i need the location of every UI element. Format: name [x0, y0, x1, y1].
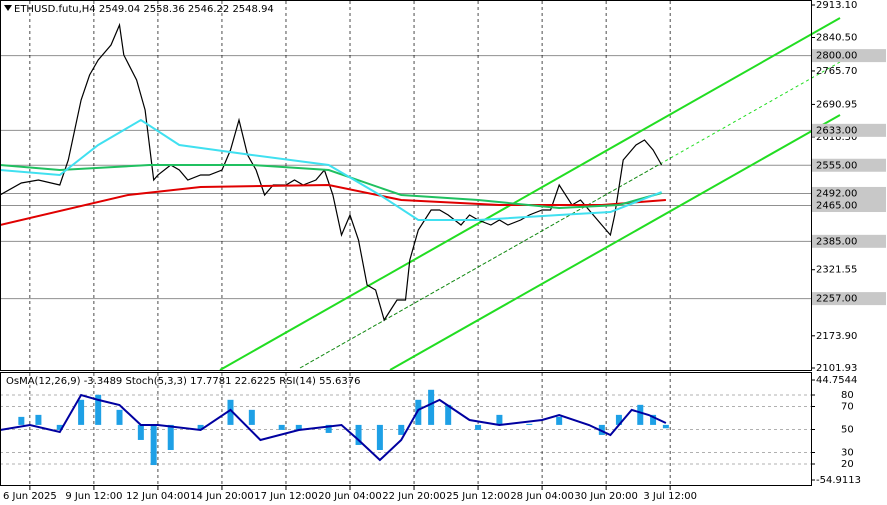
axes-layer: 2913.10 2840.50 2765.70 2690.95 2618.30 2321.… [3, 0, 886, 502]
y-tick-label: 2101.93 [816, 363, 857, 374]
series-line [0, 22, 663, 322]
channel-mid-extension [659, 61, 841, 165]
histogram-bar [496, 414, 503, 425]
histogram-bar [150, 424, 157, 466]
histogram-bar [18, 416, 25, 425]
level-label: 2492.00 [816, 188, 857, 199]
level-label: 2257.00 [816, 294, 857, 305]
trend-channel [219, 17, 841, 371]
level-label-box [812, 186, 886, 200]
histogram-bar [355, 424, 362, 445]
histogram-bar [615, 414, 622, 425]
level-label: 2555.00 [816, 160, 857, 171]
histogram-bar [325, 424, 332, 433]
x-tick-label: 12 Jun 04:00 [126, 491, 190, 502]
level-label-box [812, 123, 886, 137]
series-line [0, 393, 667, 462]
y-tick-label: -54.9113 [816, 475, 861, 486]
y-tick-label: 2765.70 [816, 66, 857, 77]
channel-lower [389, 114, 841, 371]
histogram-bar [445, 404, 452, 425]
level-label: 2800.00 [816, 51, 857, 62]
y2-tick-label: 20 [841, 459, 854, 470]
histogram-bar [197, 424, 204, 430]
x-tick-label: 14 Jun 20:00 [190, 491, 254, 502]
y-tick-label: 2321.55 [816, 265, 857, 276]
y2-tick-label: 50 [841, 425, 854, 436]
level-label: 2633.00 [816, 125, 857, 136]
price-panel-frame [0, 0, 812, 371]
series-line [0, 164, 662, 210]
histogram-bar [78, 399, 85, 425]
y-tick-label: 2690.95 [816, 99, 857, 110]
x-tick-label: 30 Jun 20:00 [574, 491, 638, 502]
level-label: 2385.00 [816, 236, 857, 247]
x-tick-label: 17 Jun 12:00 [254, 491, 318, 502]
y-tick-label: 2913.10 [816, 0, 857, 11]
series-line [0, 118, 662, 221]
level-label-box [812, 49, 886, 63]
x-tick-label: 6 Jun 2025 [3, 491, 57, 502]
y2-tick-label: 30 [841, 448, 854, 459]
level-label-box [812, 234, 886, 248]
level-label-box [812, 199, 886, 213]
x-tick-label: 9 Jun 12:00 [65, 491, 122, 502]
marks-layer [0, 22, 669, 466]
histogram-bar [295, 424, 302, 430]
x-tick-label: 3 Jul 12:00 [643, 491, 697, 502]
histogram-bar [248, 409, 255, 425]
histogram-bar [35, 414, 42, 425]
level-label: 2465.00 [816, 201, 857, 212]
x-tick-label: 25 Jun 12:00 [446, 491, 510, 502]
y-tick-label: 2173.90 [816, 331, 857, 342]
histogram-bar [526, 423, 533, 425]
y-tick-label: 44.7544 [816, 375, 857, 386]
histogram-bar [95, 394, 102, 425]
x-tick-label: 28 Jun 04:00 [510, 491, 574, 502]
y2-tick-label: 70 [841, 402, 854, 413]
channel-upper [219, 17, 841, 371]
price-title: ETHUSD.futu,H4 2549.04 2558.36 2546.22 2… [14, 4, 274, 15]
x-tick-label: 22 Jun 20:00 [382, 491, 446, 502]
histogram-bar [278, 424, 285, 430]
histogram-bar [475, 424, 482, 430]
histogram-bar [398, 424, 405, 435]
indicator-title: OsMA(12,26,9) -3.3489 Stoch(5,3,3) 17.77… [6, 376, 361, 387]
histogram-bar [650, 414, 657, 425]
histogram-bar [662, 424, 669, 429]
x-tick-label: 20 Jun 04:00 [318, 491, 382, 502]
channel-mid [299, 163, 661, 369]
histogram-bar [428, 389, 435, 425]
histogram-bar [376, 424, 383, 450]
y2-tick-label: 80 [841, 390, 854, 401]
histogram-bar [227, 399, 234, 425]
series-line [0, 183, 666, 226]
level-label-box [812, 158, 886, 172]
y-tick-label: 2618.30 [816, 132, 857, 143]
histogram-bar [556, 416, 563, 425]
histogram-bar [167, 424, 174, 450]
histogram-bar [116, 409, 123, 425]
y-tick-label: 2840.50 [816, 32, 857, 43]
histogram-bar [56, 424, 63, 430]
histogram-bar [137, 424, 144, 440]
histogram-bar [415, 399, 422, 425]
collapse-icon [4, 5, 12, 11]
level-label-box [812, 292, 886, 306]
histogram-bar [637, 404, 644, 425]
